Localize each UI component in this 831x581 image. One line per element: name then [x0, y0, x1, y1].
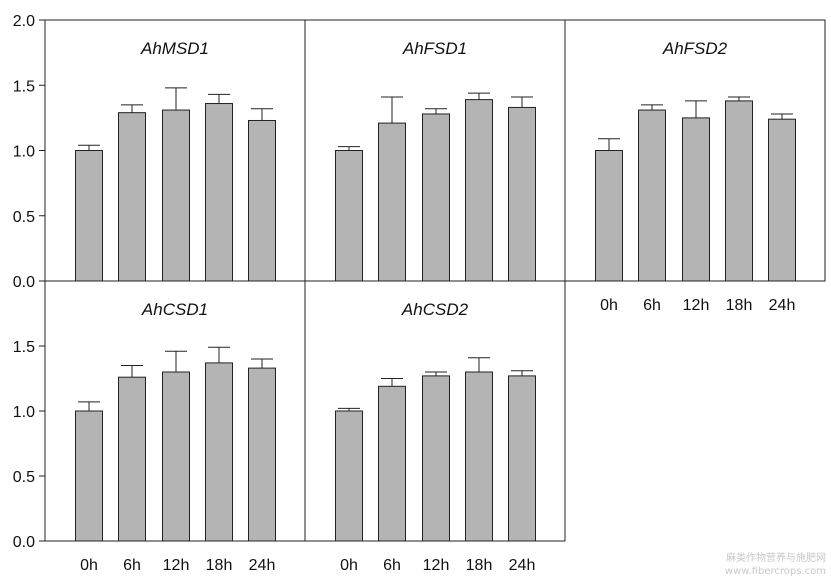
panel-title: AhCSD2	[401, 300, 469, 319]
panels-layer: AhMSD1 AhFSD1 AhFSD2 AhCSD1 AhCSD2	[44, 19, 826, 542]
bar-24h	[248, 119, 276, 282]
x-tick-label: 0h	[600, 297, 618, 314]
x-tick-label: 24h	[769, 297, 796, 314]
x-tick-label: 18h	[466, 557, 493, 574]
y-tick-label: 2.0	[13, 13, 35, 30]
bar-6h	[118, 376, 146, 542]
y-tick-label: 1.5	[13, 78, 35, 95]
x-tick-label: 12h	[423, 557, 450, 574]
bar-18h	[465, 99, 493, 282]
bar-0h	[335, 410, 363, 542]
bar-24h	[248, 367, 276, 542]
bar-18h	[205, 103, 233, 282]
bar-0h	[595, 150, 623, 282]
bar-12h	[162, 371, 190, 542]
y-tick-label: 0.0	[13, 274, 35, 291]
watermark-line1: 麻类作物营养与施肥网	[726, 551, 826, 564]
bar-24h	[768, 118, 796, 282]
y-axis: 0.0 0.5 1.0 1.5 2.0	[13, 13, 45, 291]
x-tick-label: 6h	[123, 557, 141, 574]
panel-title: AhFSD2	[662, 39, 728, 58]
bar-18h	[725, 100, 753, 282]
panel-AhFSD2: AhFSD2	[564, 19, 826, 282]
bar-6h	[378, 122, 406, 282]
x-tick-label: 18h	[726, 297, 753, 314]
y-tick-label: 1.5	[13, 339, 35, 356]
bar-12h	[162, 109, 190, 282]
bar-12h	[422, 113, 450, 282]
y-tick-label: 1.0	[13, 404, 35, 421]
x-tick-label: 12h	[683, 297, 710, 314]
bar-6h	[378, 385, 406, 542]
bar-24h	[508, 106, 536, 282]
y-tick-label: 1.0	[13, 144, 35, 161]
x-tick-label: 24h	[249, 557, 276, 574]
panel-AhCSD1: AhCSD1	[44, 280, 306, 542]
bar-18h	[465, 371, 493, 542]
x-tick-label: 24h	[509, 557, 536, 574]
panel-AhMSD1: AhMSD1	[44, 19, 306, 282]
panel-AhCSD2: AhCSD2	[304, 280, 566, 542]
x-axis: 0h 6h 12h 18h 24h	[80, 557, 275, 574]
bar-6h	[118, 112, 146, 282]
y-axis: 0.0 0.5 1.0 1.5	[13, 339, 45, 551]
x-tick-label: 18h	[206, 557, 233, 574]
bar-12h	[682, 117, 710, 282]
axes-layer: 0.0 0.5 1.0 1.5 2.0 0h 6h 12h 18h 24h 0.0 0.5 1.0 1.5…	[13, 13, 796, 574]
x-tick-label: 0h	[340, 557, 358, 574]
watermark-line2: www.fibercrops.com	[725, 566, 826, 577]
bar-12h	[422, 375, 450, 542]
x-tick-label: 6h	[383, 557, 401, 574]
panel-title: AhFSD1	[402, 39, 467, 58]
panel-AhFSD1: AhFSD1	[304, 19, 566, 282]
bar-24h	[508, 375, 536, 542]
bar-18h	[205, 362, 233, 542]
bar-0h	[75, 410, 103, 542]
y-tick-label: 0.5	[13, 209, 35, 226]
x-tick-label: 6h	[643, 297, 661, 314]
x-tick-label: 0h	[80, 557, 98, 574]
x-axis: 0h 6h 12h 18h 24h	[600, 297, 795, 314]
panel-title: AhMSD1	[140, 39, 209, 58]
panel-title: AhCSD1	[141, 300, 208, 319]
bar-6h	[638, 109, 666, 282]
y-tick-label: 0.5	[13, 469, 35, 486]
y-tick-label: 0.0	[13, 534, 35, 551]
bar-0h	[75, 150, 103, 282]
x-tick-label: 12h	[163, 557, 190, 574]
x-axis: 0h 6h 12h 18h 24h	[340, 557, 535, 574]
bar-0h	[335, 150, 363, 282]
